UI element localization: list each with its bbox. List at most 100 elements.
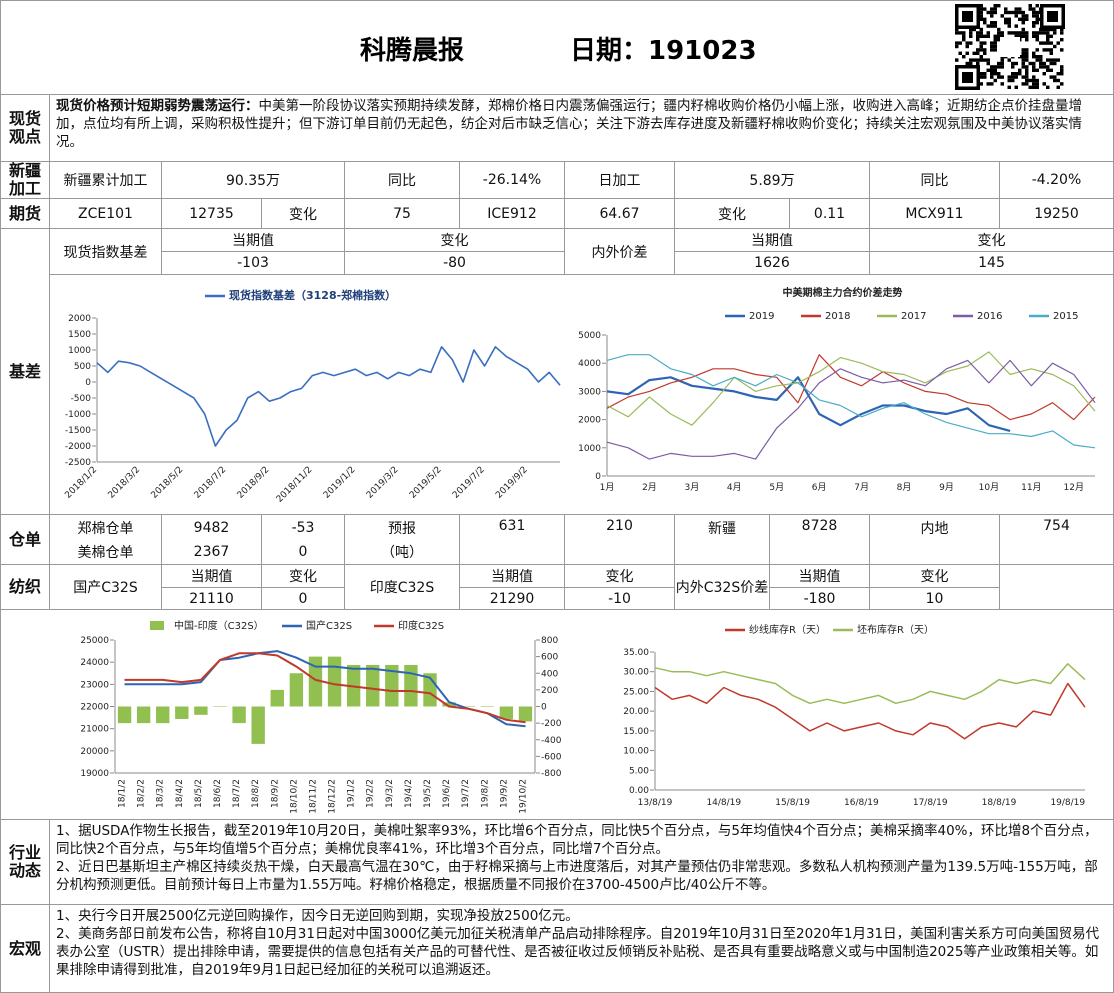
qr-module (979, 17, 983, 21)
table-cell: 9482 (162, 515, 262, 540)
qr-module (1032, 78, 1036, 83)
table-cell-text: 75 (393, 205, 411, 222)
y-tick-label: -800 (541, 769, 562, 779)
qr-module (1032, 55, 1036, 59)
table-cell: 10 (870, 588, 1000, 610)
y-tick-label: -400 (541, 736, 562, 746)
qr-module (1053, 31, 1057, 35)
qr-module (1046, 38, 1050, 42)
table-cell-text: -180 (803, 590, 836, 607)
qr-module (962, 55, 966, 59)
bar (327, 656, 342, 707)
table-cell: 郑棉仓单 (50, 515, 162, 540)
x-tick-label: 18/9/2 (270, 779, 280, 808)
bar (480, 706, 494, 707)
table-cell-text: 印度C32S (369, 580, 435, 596)
table-cell-text: 当期值 (232, 233, 274, 249)
list-item: 1、央行今日开展2500亿元逆回购操作，因今日无逆回购到期，实现净投放2500亿… (56, 908, 579, 924)
qr-module (1021, 61, 1025, 66)
table-cell-text: 5.89万 (749, 173, 795, 189)
qr-module (1049, 48, 1053, 52)
table-cell: 内地 (870, 515, 1000, 565)
bar (232, 706, 246, 724)
table-cell: 美棉仓单 (50, 540, 162, 565)
legend-label: 2015 (1053, 311, 1078, 322)
legend-label: 2016 (977, 311, 1002, 322)
qr-module (1049, 34, 1053, 38)
qr-module (1025, 51, 1029, 55)
qr-module (976, 38, 980, 42)
qr-module (955, 41, 959, 45)
report-date: 日期：191023 (570, 36, 757, 66)
qr-module (990, 65, 994, 69)
x-tick-label: 2019/3/2 (365, 465, 401, 501)
qr-module (993, 34, 997, 38)
qr-module (983, 51, 987, 55)
table-cell-text: 21290 (489, 590, 535, 607)
qr-module (976, 34, 980, 38)
table-cell-text: 12735 (189, 205, 234, 222)
qr-module (1028, 85, 1032, 89)
qr-module (990, 10, 994, 15)
qr-module (1060, 68, 1064, 72)
x-tick-label: 2018/9/2 (236, 465, 272, 501)
section-label-text: 新疆加工 (8, 161, 41, 198)
table-cell-text: 内外C32S价差 (675, 580, 769, 596)
y-tick-label: 0 (595, 472, 601, 482)
qr-module (962, 11, 973, 22)
y-tick-label: 22000 (80, 703, 109, 713)
table-cell-text: 9482 (193, 519, 230, 536)
y-tick-label: 21000 (80, 725, 109, 735)
qr-module (986, 61, 990, 66)
x-tick-label: 18/4/2 (175, 779, 185, 808)
table-cell: 同比 (345, 162, 460, 199)
qr-module (1047, 11, 1058, 22)
legend-label: 印度C32S (398, 619, 444, 632)
y-tick-label: 1000 (578, 444, 601, 454)
qr-module (990, 14, 994, 18)
qr-module (958, 31, 962, 35)
bar (117, 706, 132, 724)
qr-module (1042, 72, 1046, 76)
table-cell: 内外C32S价差 (675, 565, 770, 610)
paragraph: 现货价格预计短期弱势震荡运行：中美第一阶段协议落实预期持续发酵，郑棉价格日内震荡… (50, 95, 1114, 162)
qr-module (1032, 21, 1036, 25)
bar (385, 664, 399, 707)
qr-module (1021, 65, 1025, 69)
table-cell-text: -103 (237, 255, 269, 271)
qr-module (979, 27, 983, 32)
table-cell: 现货指数基差 (50, 229, 162, 275)
qr-module (1004, 7, 1008, 11)
qr-module (1053, 78, 1057, 83)
table-cell: -4.20% (1000, 162, 1114, 199)
qr-module (986, 82, 990, 86)
x-tick-label: 2019/9/2 (494, 465, 530, 501)
table-cell: 631 (460, 515, 565, 565)
table-cell-text: 90.35万 (225, 173, 281, 189)
bar (404, 664, 418, 707)
table-cell: 变化 (262, 565, 345, 588)
qr-module (1032, 24, 1036, 28)
qr-module (1025, 65, 1029, 69)
table-cell-text: 新疆累计加工 (63, 173, 148, 189)
bar (175, 706, 189, 719)
bar (213, 706, 227, 707)
qr-module (1060, 31, 1064, 35)
table-cell: 新疆 (675, 515, 770, 565)
qr-module (997, 72, 1001, 76)
qr-module (993, 41, 997, 45)
qr-module (1007, 21, 1011, 25)
qr-module (1018, 34, 1022, 38)
qr-module (1025, 38, 1029, 42)
qr-module (990, 48, 994, 52)
qr-module (997, 61, 1001, 66)
qr-module (1035, 58, 1039, 62)
qr-module (990, 41, 994, 45)
table-cell: 国产C32S (50, 565, 162, 610)
body-text: 中美第一阶段协议落实预期持续发酵，郑棉价格日内震荡偏强运行；疆内籽棉收购价格仍小… (56, 98, 1082, 150)
qr-module (962, 72, 973, 83)
qr-module (997, 65, 1001, 69)
section-label: 纺织 (0, 565, 50, 610)
qr-module (1021, 58, 1025, 62)
